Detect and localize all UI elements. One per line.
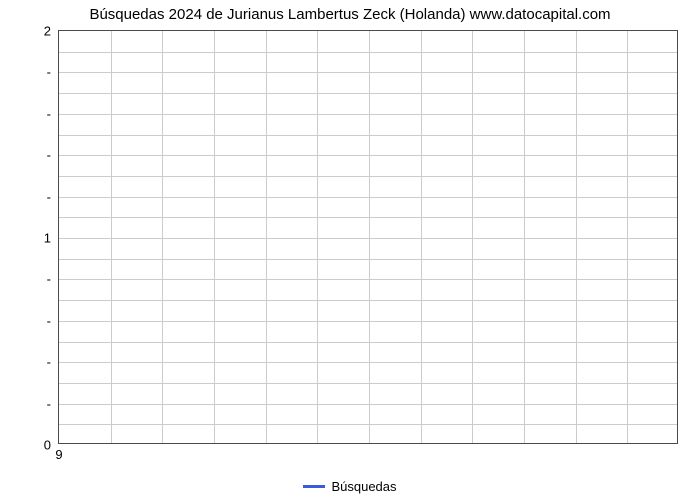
gridline-horizontal	[59, 362, 677, 363]
y-tick-label: 1	[44, 231, 51, 246]
gridline-horizontal	[59, 259, 677, 260]
chart-title: Búsquedas 2024 de Jurianus Lambertus Zec…	[0, 6, 700, 23]
y-tick-minor: -	[47, 106, 51, 121]
gridline-horizontal	[59, 217, 677, 218]
gridline-horizontal	[59, 342, 677, 343]
gridline-horizontal	[59, 93, 677, 94]
x-tick-label: 9	[55, 447, 62, 462]
legend: Búsquedas	[0, 478, 700, 494]
y-tick-label: 0	[44, 438, 51, 453]
plot-area: 012--------9	[58, 30, 678, 444]
y-tick-minor: -	[47, 313, 51, 328]
gridline-horizontal	[59, 383, 677, 384]
legend-label: Búsquedas	[331, 479, 396, 494]
gridline-horizontal	[59, 197, 677, 198]
y-tick-minor: -	[47, 65, 51, 80]
gridline-horizontal	[59, 72, 677, 73]
y-tick-label: 2	[44, 24, 51, 39]
legend-swatch	[303, 485, 325, 488]
gridline-horizontal	[59, 176, 677, 177]
gridline-horizontal	[59, 424, 677, 425]
y-tick-minor: -	[47, 148, 51, 163]
gridline-horizontal	[59, 279, 677, 280]
gridline-horizontal	[59, 321, 677, 322]
y-tick-minor: -	[47, 396, 51, 411]
gridline-horizontal-major	[59, 238, 677, 239]
gridline-horizontal	[59, 155, 677, 156]
y-tick-minor: -	[47, 272, 51, 287]
gridline-horizontal	[59, 404, 677, 405]
gridline-horizontal	[59, 52, 677, 53]
y-tick-minor: -	[47, 355, 51, 370]
gridline-horizontal	[59, 114, 677, 115]
gridline-horizontal	[59, 135, 677, 136]
chart-container: Búsquedas 2024 de Jurianus Lambertus Zec…	[0, 0, 700, 500]
gridline-horizontal	[59, 300, 677, 301]
y-tick-minor: -	[47, 189, 51, 204]
